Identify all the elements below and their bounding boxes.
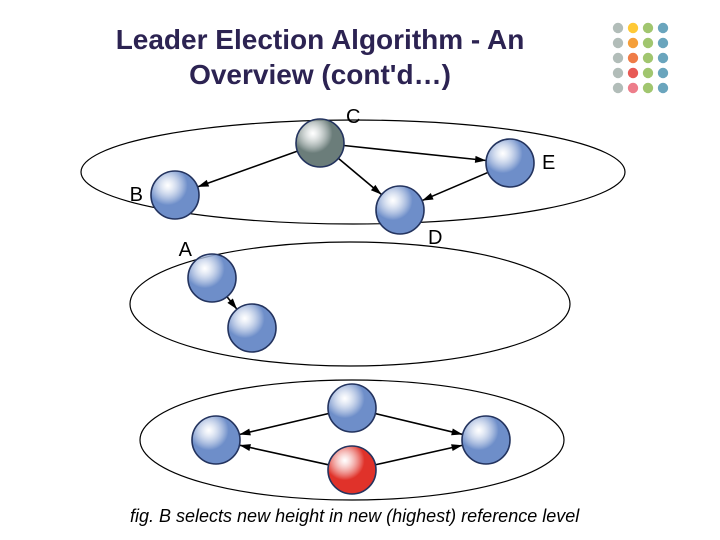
corner-dot-icon: [658, 23, 668, 33]
corner-dot-icon: [643, 68, 653, 78]
figure-caption: fig. B selects new height in new (highes…: [130, 506, 579, 527]
corner-dot-icon: [613, 53, 623, 63]
corner-dot-icon: [643, 23, 653, 33]
corner-dot-icon: [643, 38, 653, 48]
corner-dot-icon: [613, 83, 623, 93]
corner-dot-icon: [628, 53, 638, 63]
corner-dot-icon: [658, 68, 668, 78]
node-b: [151, 171, 199, 219]
corner-dot-icon: [613, 23, 623, 33]
corner-dot-icon: [658, 38, 668, 48]
node: [192, 416, 240, 464]
node-label-b: B: [130, 184, 143, 206]
node: [328, 384, 376, 432]
node: [462, 416, 510, 464]
node: [228, 304, 276, 352]
corner-dot-icon: [643, 83, 653, 93]
node-a: [188, 254, 236, 302]
node-c: [296, 119, 344, 167]
corner-dot-icon: [658, 83, 668, 93]
node: [328, 446, 376, 494]
slide-title: Leader Election Algorithm - An Overview …: [80, 22, 560, 92]
corner-dot-icon: [628, 68, 638, 78]
corner-dot-icon: [613, 68, 623, 78]
corner-dot-icon: [643, 53, 653, 63]
corner-dot-icon: [658, 53, 668, 63]
corner-dot-icon: [628, 83, 638, 93]
node-d: [376, 186, 424, 234]
node-label-c: C: [346, 106, 360, 128]
node-label-e: E: [542, 152, 555, 174]
corner-dot-icon: [628, 38, 638, 48]
node-label-a: A: [179, 239, 193, 261]
node-e: [486, 139, 534, 187]
corner-dot-icon: [628, 23, 638, 33]
corner-dot-icon: [613, 38, 623, 48]
